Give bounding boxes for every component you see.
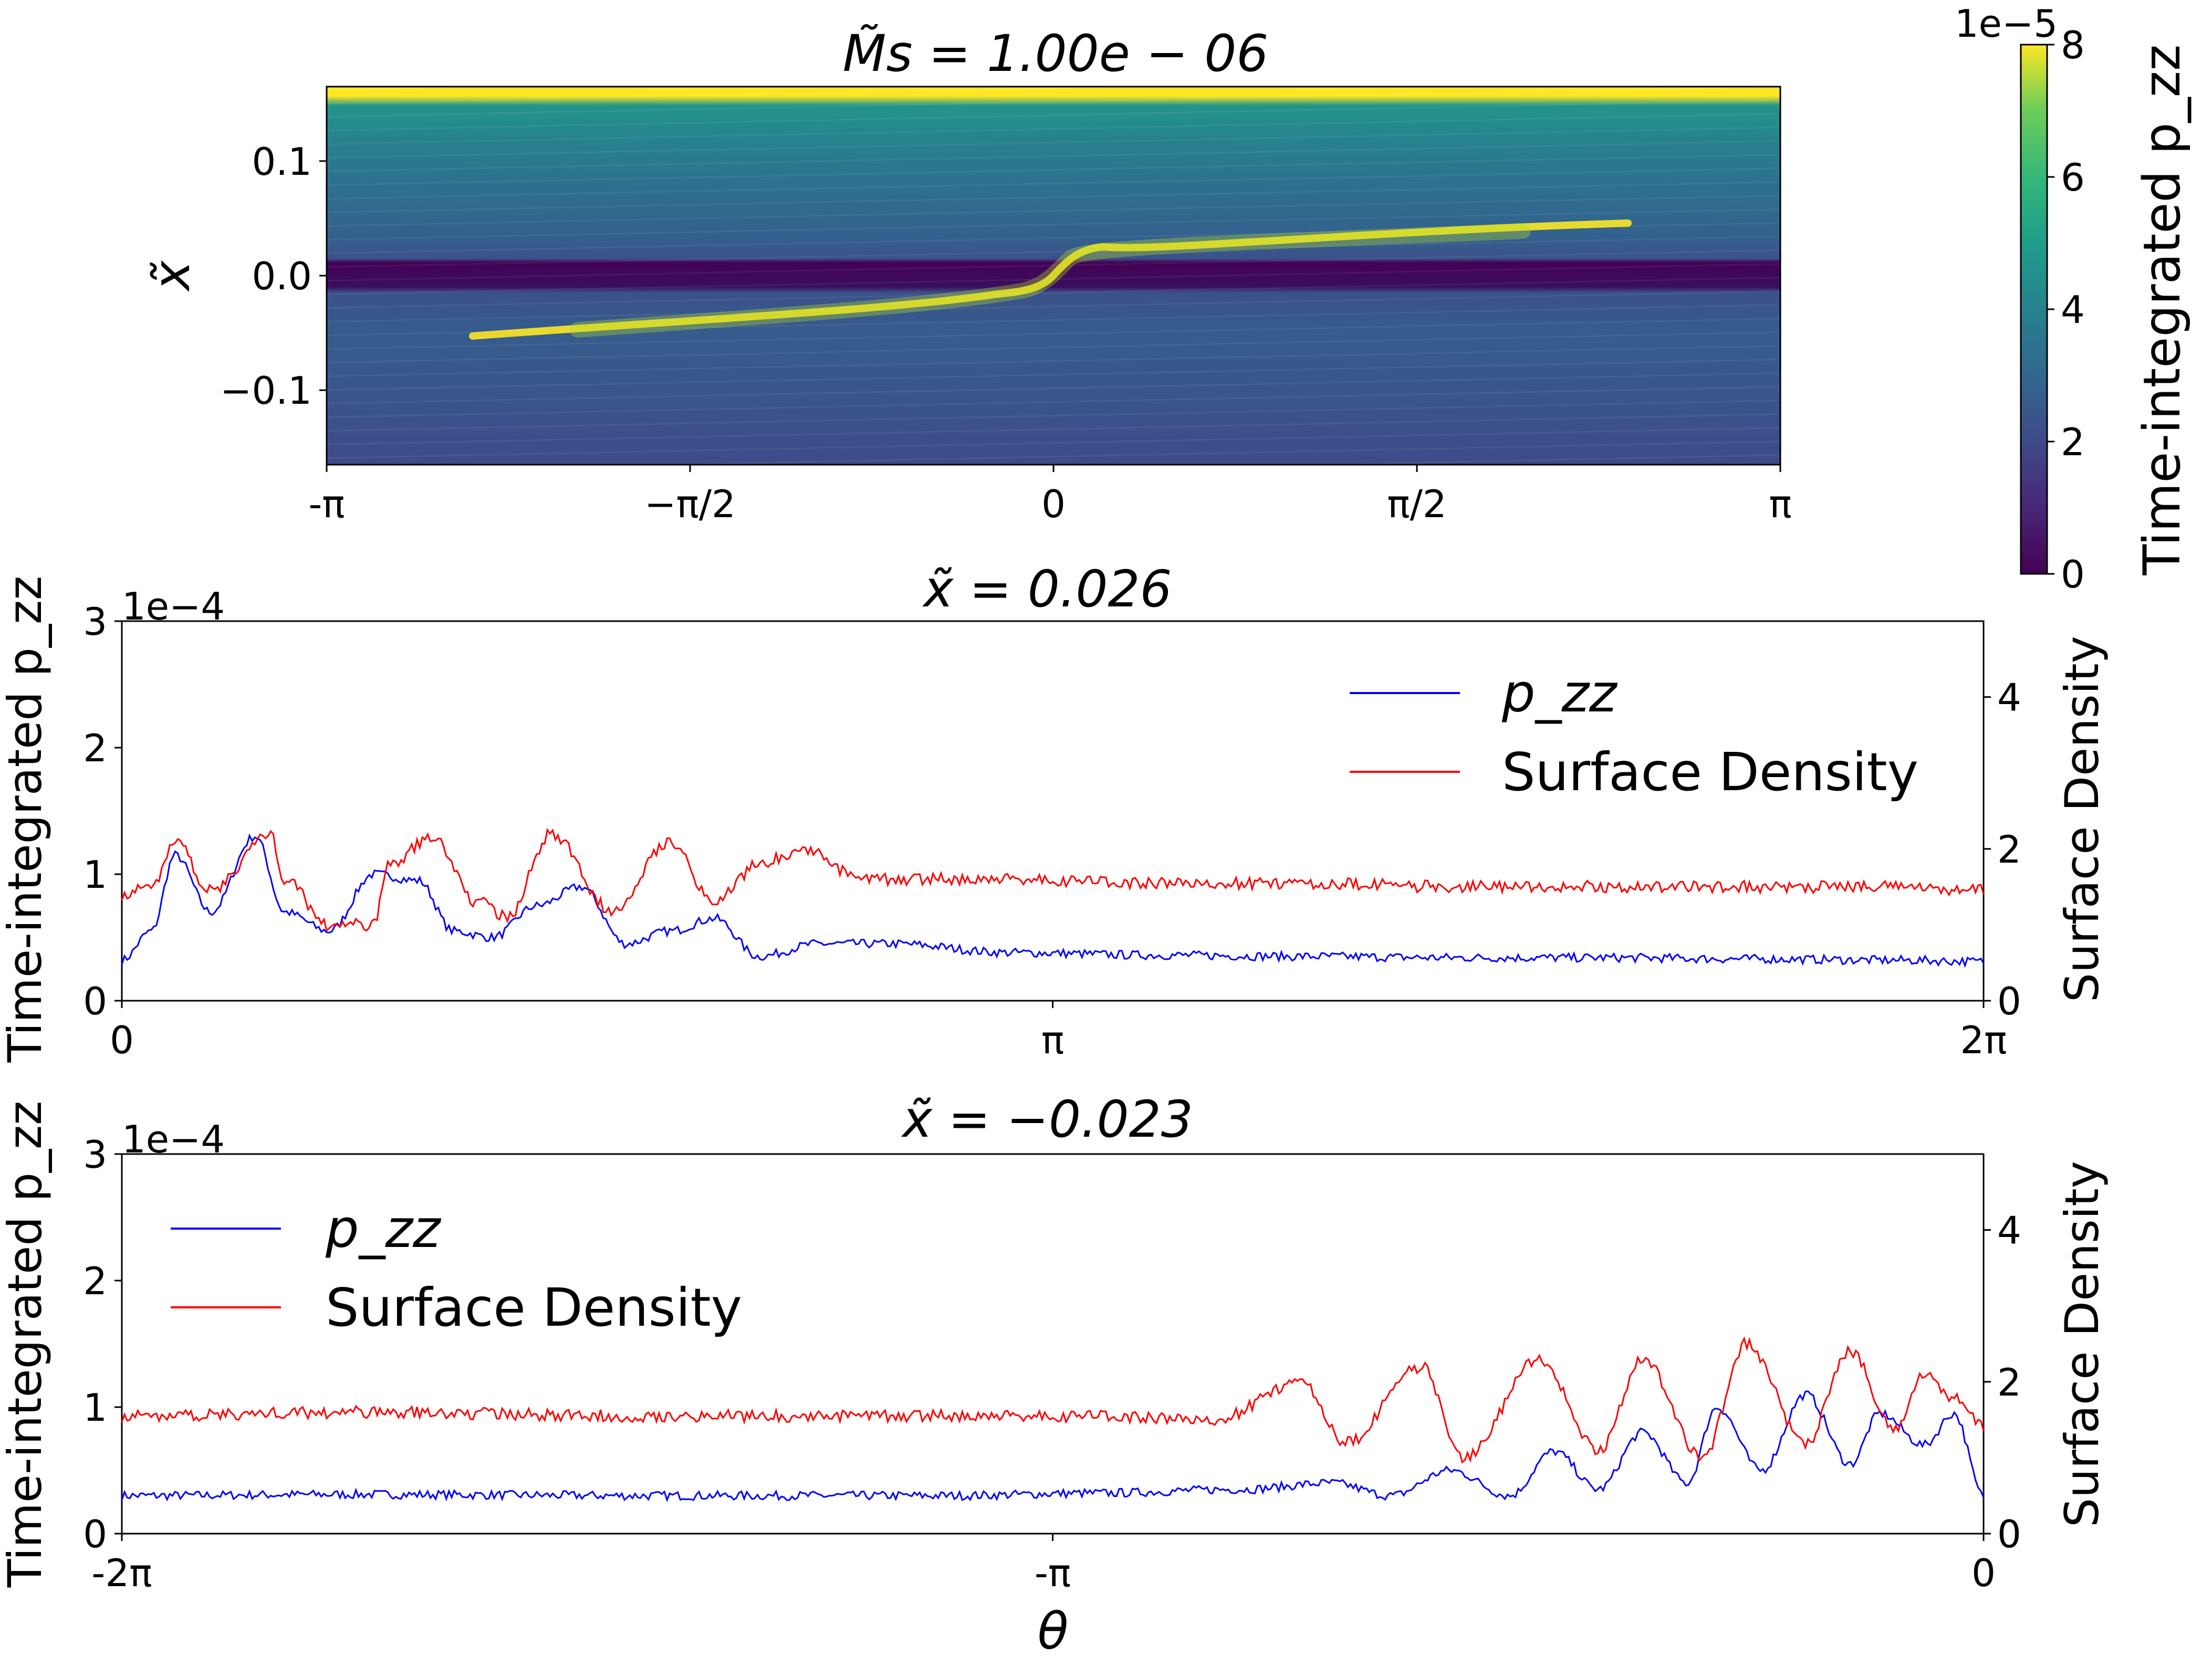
heatmap-title: M̃s = 1.00e − 06 <box>843 24 1269 83</box>
lower-x-tick-label: -π <box>1035 1551 1071 1595</box>
upper-legend: p_zz Surface Density <box>1350 663 1918 803</box>
upper-y-tick-label: 2 <box>83 726 107 770</box>
upper-panel-frame <box>121 620 1985 1002</box>
upper-legend-density-label: Surface Density <box>1502 741 1918 803</box>
heatmap-x-tick-label: π/2 <box>1387 482 1446 526</box>
lower-y-tick-label: 2 <box>83 1259 107 1303</box>
heatmap-y-tick-label: 0.0 <box>252 254 312 298</box>
colorbar-tick-label: 8 <box>2061 23 2085 67</box>
heatmap-x-tick-label: π <box>1769 482 1791 526</box>
heatmap-y-tick-label: 0.1 <box>252 140 312 184</box>
upper-y-tick-label: 3 <box>83 600 107 644</box>
upper-y-tick-label: 1 <box>83 853 107 897</box>
lower-panel-title: x̃ = −0.023 <box>901 1090 1193 1149</box>
lower-series-surface-density <box>121 1336 1985 1464</box>
upper-x-tick-label: 0 <box>110 1018 134 1062</box>
heatmap-x-ticks: -π −π/2 0 π/2 π <box>308 465 1792 526</box>
upper-y2-tick-label: 0 <box>1997 979 2021 1023</box>
upper-legend-pzz-label: p_zz <box>1501 663 1618 724</box>
lower-y2-tick-label: 2 <box>1997 1360 2021 1404</box>
lower-x-tick-label: 0 <box>1971 1551 1996 1595</box>
upper-series-pzz <box>121 833 1985 968</box>
lower-panel-x-label: θ <box>1038 1602 1069 1661</box>
lower-x-tick-label: -2π <box>91 1551 152 1595</box>
heatmap-y-tick-label: −0.1 <box>220 369 312 413</box>
lower-legend-density-label: Surface Density <box>326 1277 742 1338</box>
colorbar-tick-label: 0 <box>2061 552 2085 596</box>
upper-panel-title: x̃ = 0.026 <box>922 560 1172 618</box>
lower-y2-tick-label: 4 <box>1997 1209 2021 1253</box>
lower-legend-pzz-label: p_zz <box>325 1198 442 1260</box>
upper-panel-y-label: Time-integrated p_zz <box>0 576 52 1063</box>
heatmap-y-label: x̃ <box>142 260 201 292</box>
heatmap-x-tick-label: −π/2 <box>644 482 736 526</box>
lower-y-tick-label: 0 <box>83 1512 107 1556</box>
lower-legend: p_zz Surface Density <box>171 1198 742 1338</box>
lower-panel-y2-label: Surface Density <box>2055 1161 2109 1527</box>
heatmap-panel: M̃s = 1.00e − 06 0.10.0−0.1 -π −π/2 0 π/2 π … <box>142 2 2192 596</box>
heatmap-wake-glow <box>570 223 1531 338</box>
lower-panel-y-label: Time-integrated p_zz <box>0 1101 52 1588</box>
heatmap-wake <box>469 219 1632 340</box>
upper-y2-tick-label: 4 <box>1997 676 2021 720</box>
lower-y2-tick-label: 0 <box>1997 1512 2021 1556</box>
upper-series-surface-density <box>121 827 1985 932</box>
lower-series-pzz <box>121 1390 1985 1503</box>
upper-y-tick-label: 0 <box>83 979 107 1023</box>
colorbar-exponent: 1e−5 <box>1955 2 2058 46</box>
upper-x-tick-label: π <box>1041 1018 1064 1062</box>
colorbar-label: Time-integrated p_zz <box>2133 45 2192 576</box>
colorbar-tick-label: 2 <box>2061 420 2085 464</box>
lower-y-tick-label: 3 <box>83 1133 107 1177</box>
colorbar-tick-label: 4 <box>2061 288 2085 332</box>
heatmap-x-tick-label: -π <box>308 482 345 526</box>
colorbar-ticks: 0 2 4 6 8 <box>2047 23 2085 596</box>
heatmap-x-tick-label: 0 <box>1041 482 1066 526</box>
lower-y-tick-label: 1 <box>83 1386 107 1430</box>
upper-y2-tick-label: 2 <box>1997 827 2021 872</box>
colorbar-tick-label: 6 <box>2061 155 2085 200</box>
upper-x-tick-label: 2π <box>1960 1018 2007 1062</box>
colorbar <box>2020 44 2048 575</box>
heatmap-y-ticks: 0.1 0.0 −0.1 <box>220 140 327 413</box>
upper-panel-y2-label: Surface Density <box>2055 636 2109 1002</box>
